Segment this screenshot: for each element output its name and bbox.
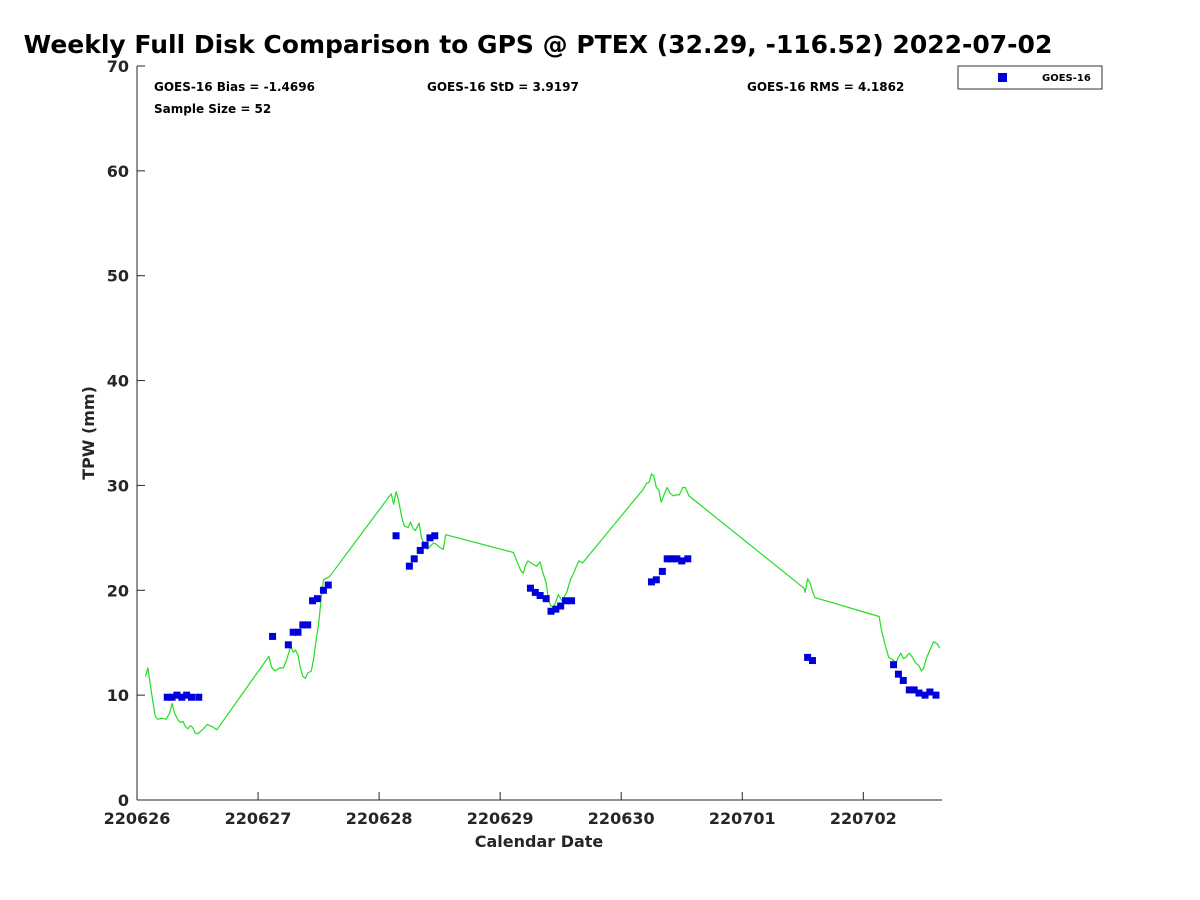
goes16-point bbox=[284, 641, 292, 649]
chart-title: Weekly Full Disk Comparison to GPS @ PTE… bbox=[24, 30, 1053, 59]
goes16-point bbox=[269, 632, 277, 640]
goes16-point bbox=[678, 557, 686, 565]
x-tick-label: 220629 bbox=[467, 809, 534, 828]
goes16-point bbox=[405, 562, 413, 570]
x-tick-label: 220701 bbox=[709, 809, 776, 828]
sample-size-stat: Sample Size = 52 bbox=[154, 102, 271, 116]
stats-box: GOES-16 Bias = -1.4696 GOES-16 StD = 3.9… bbox=[154, 80, 904, 116]
goes16-point bbox=[684, 555, 692, 563]
goes16-point bbox=[416, 546, 424, 554]
x-tick-label: 220626 bbox=[104, 809, 171, 828]
goes16-point bbox=[568, 597, 576, 605]
goes16-point bbox=[431, 532, 439, 540]
goes16-point bbox=[647, 578, 655, 586]
goes16-point bbox=[890, 661, 898, 669]
goes16-point bbox=[910, 686, 918, 694]
y-tick-label: 50 bbox=[107, 267, 129, 286]
x-tick-label: 220702 bbox=[830, 809, 897, 828]
goes16-point bbox=[926, 688, 934, 696]
goes16-point bbox=[804, 653, 812, 661]
goes16-point bbox=[324, 581, 332, 589]
y-tick-label: 60 bbox=[107, 162, 129, 181]
legend-marker-goes16 bbox=[998, 73, 1007, 82]
legend: GOES-16 bbox=[957, 65, 1103, 90]
goes16-point bbox=[668, 555, 676, 563]
goes16-point bbox=[557, 602, 565, 610]
std-stat: GOES-16 StD = 3.9197 bbox=[427, 80, 579, 94]
goes16-point bbox=[195, 693, 203, 701]
goes16-point bbox=[410, 555, 418, 563]
gps-line-series bbox=[144, 473, 941, 735]
goes16-point bbox=[426, 534, 434, 542]
legend-label-goes16: GOES-16 bbox=[1042, 73, 1091, 84]
goes16-point bbox=[652, 576, 660, 584]
goes16-point bbox=[168, 693, 176, 701]
goes16-point bbox=[552, 605, 560, 613]
goes16-point bbox=[915, 689, 923, 697]
y-axis-label: TPW (mm) bbox=[79, 386, 98, 480]
x-axis-label: Calendar Date bbox=[475, 832, 604, 851]
goes16-point bbox=[808, 657, 816, 665]
goes16-point bbox=[526, 584, 534, 592]
goes16-point bbox=[183, 691, 191, 699]
goes16-point bbox=[663, 555, 671, 563]
y-tick-label: 0 bbox=[118, 791, 129, 810]
goes16-point bbox=[531, 588, 539, 596]
rms-stat: GOES-16 RMS = 4.1862 bbox=[747, 80, 904, 94]
x-tick-label: 220630 bbox=[588, 809, 655, 828]
goes16-point bbox=[163, 693, 171, 701]
x-tick-label: 220627 bbox=[225, 809, 292, 828]
goes16-point-series bbox=[163, 532, 940, 701]
y-tick-label: 10 bbox=[107, 686, 129, 705]
goes16-point bbox=[542, 595, 550, 603]
goes16-point bbox=[932, 691, 940, 699]
goes16-point bbox=[547, 607, 555, 615]
goes16-point bbox=[309, 597, 317, 605]
legend-box bbox=[957, 65, 1103, 90]
goes16-point bbox=[894, 670, 902, 678]
axes: 0 10 20 30 40 50 60 70 220626 220627 220628 220629 2… bbox=[104, 57, 942, 828]
goes16-point bbox=[187, 693, 195, 701]
goes16-point bbox=[289, 628, 297, 636]
goes16-point bbox=[294, 628, 302, 636]
goes16-point bbox=[392, 532, 400, 540]
goes16-point bbox=[313, 595, 321, 603]
y-tick-label: 40 bbox=[107, 372, 129, 391]
goes16-point bbox=[673, 555, 681, 563]
goes16-point bbox=[562, 597, 570, 605]
y-tick-label: 70 bbox=[107, 57, 129, 76]
y-tick-label: 30 bbox=[107, 476, 129, 495]
goes16-point bbox=[536, 592, 544, 600]
goes16-point bbox=[304, 621, 312, 629]
goes16-point bbox=[178, 693, 186, 701]
bias-stat: GOES-16 Bias = -1.4696 bbox=[154, 80, 315, 94]
goes16-point bbox=[319, 586, 327, 594]
goes16-point bbox=[905, 686, 913, 694]
goes16-point bbox=[173, 691, 181, 699]
goes16-point bbox=[421, 541, 429, 549]
goes16-point bbox=[899, 676, 907, 684]
goes16-point bbox=[658, 567, 666, 575]
x-tick-label: 220628 bbox=[346, 809, 413, 828]
goes16-point bbox=[921, 691, 929, 699]
gps-line bbox=[144, 473, 941, 735]
y-tick-label: 20 bbox=[107, 581, 129, 600]
goes16-point bbox=[299, 621, 307, 629]
